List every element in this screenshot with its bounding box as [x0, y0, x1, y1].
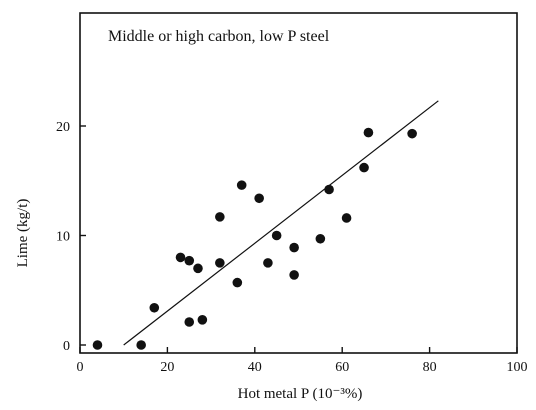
data-point-1 — [136, 340, 146, 350]
x-tick-label-40: 40 — [248, 360, 262, 375]
data-point-5 — [184, 317, 195, 327]
data-point-7 — [197, 315, 208, 325]
data-point-22 — [407, 128, 417, 139]
data-point-15 — [289, 242, 299, 253]
x-tick-label-80: 80 — [423, 360, 437, 375]
data-point-4 — [184, 255, 195, 266]
data-point-17 — [315, 233, 326, 244]
data-point-2 — [149, 302, 160, 313]
x-tick-label-100: 100 — [507, 360, 528, 375]
y-tick-label-20: 20 — [56, 120, 70, 135]
x-tick-label-60: 60 — [335, 360, 349, 375]
data-point-18 — [324, 184, 334, 195]
axis-ticks: 0 20 40 60 80 100 0 10 20 — [56, 120, 528, 375]
data-point-10 — [232, 277, 243, 288]
data-point-13 — [263, 258, 273, 268]
data-point-11 — [236, 180, 247, 190]
data-point-19 — [341, 213, 352, 223]
x-tick-label-0: 0 — [77, 360, 84, 375]
fit-line-group — [123, 100, 439, 346]
data-point-3 — [175, 252, 186, 263]
data-point-20 — [359, 162, 369, 173]
y-tick-label-0: 0 — [63, 339, 70, 354]
data-point-12 — [254, 193, 264, 204]
data-points — [92, 127, 417, 350]
data-point-14 — [271, 230, 282, 241]
x-tick-label-20: 20 — [160, 360, 174, 375]
y-axis-label: Lime (kg/t) — [15, 199, 31, 268]
y-tick-label-10: 10 — [56, 230, 70, 245]
data-point-9 — [215, 258, 225, 268]
x-axis-label: Hot metal P (10⁻³%) — [238, 386, 363, 402]
chart-title: Middle or high carbon, low P steel — [108, 28, 330, 45]
data-point-8 — [215, 212, 225, 222]
data-point-0 — [92, 340, 103, 350]
data-point-21 — [363, 127, 374, 138]
plot-frame — [79, 12, 518, 354]
regression-line — [123, 100, 439, 346]
data-point-6 — [193, 263, 203, 274]
data-point-16 — [289, 270, 299, 280]
